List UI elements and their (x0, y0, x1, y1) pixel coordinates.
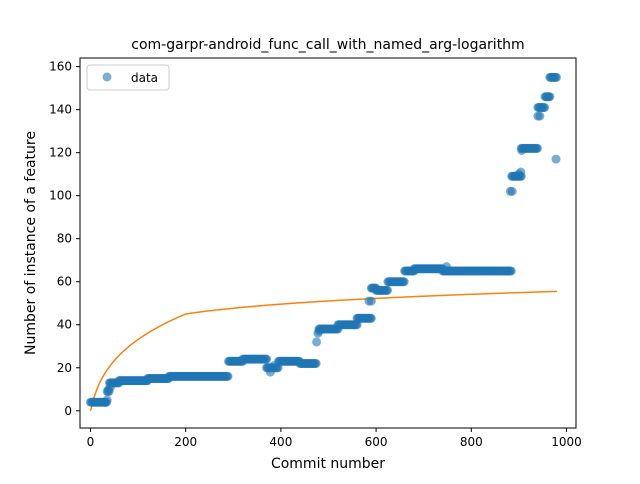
data-point (366, 313, 376, 323)
x-tick-label-600: 600 (365, 435, 388, 449)
y-tick-label-40: 40 (57, 318, 72, 332)
data-points-layer (85, 72, 561, 407)
y-axis: 0 20 40 60 80 100 120 140 160 (49, 60, 80, 418)
y-tick-label-20: 20 (57, 361, 72, 375)
plot-area (79, 57, 577, 429)
chart-title: com-garpr-android_func_call_with_named_a… (131, 37, 524, 53)
legend-box (86, 64, 170, 91)
data-point (262, 354, 272, 364)
y-tick-label-60: 60 (57, 275, 72, 289)
data-point (312, 337, 322, 347)
data-point (223, 371, 233, 381)
data-point (535, 111, 545, 121)
data-point (507, 186, 517, 196)
data-point (551, 72, 561, 82)
data-point (269, 361, 279, 371)
y-axis-label: Number of instance of a feature (23, 131, 39, 355)
data-point (311, 358, 321, 368)
data-point (516, 167, 526, 177)
data-point (506, 266, 516, 276)
y-tick-label-120: 120 (49, 146, 72, 160)
x-axis-label: Commit number (271, 456, 385, 472)
y-tick-label-160: 160 (49, 60, 72, 74)
data-point (383, 285, 392, 295)
data-point (102, 395, 112, 405)
data-point (314, 326, 324, 336)
data-point (551, 154, 561, 164)
legend-marker-data (102, 72, 112, 82)
x-tick-label-200: 200 (174, 435, 197, 449)
y-tick-label-140: 140 (49, 103, 72, 117)
x-axis: 0 200 400 600 800 1000 (87, 428, 582, 449)
x-tick-label-0: 0 (87, 435, 95, 449)
x-tick-label-800: 800 (460, 435, 483, 449)
x-tick-label-400: 400 (269, 435, 292, 449)
y-tick-label-80: 80 (57, 232, 72, 246)
data-point (540, 102, 550, 112)
data-point (399, 277, 409, 287)
data-point (532, 143, 542, 153)
fit-line (89, 290, 557, 412)
data-point (105, 382, 115, 392)
data-point (517, 146, 527, 155)
y-tick-label-0: 0 (64, 404, 72, 418)
y-tick-label-100: 100 (49, 189, 72, 203)
legend-label-data: data (131, 71, 158, 85)
data-point (366, 296, 376, 306)
legend: data (86, 64, 170, 91)
data-point (442, 262, 452, 272)
fit-line-layer (89, 290, 557, 412)
data-point (545, 92, 555, 102)
x-tick-label-1000: 1000 (551, 435, 582, 449)
